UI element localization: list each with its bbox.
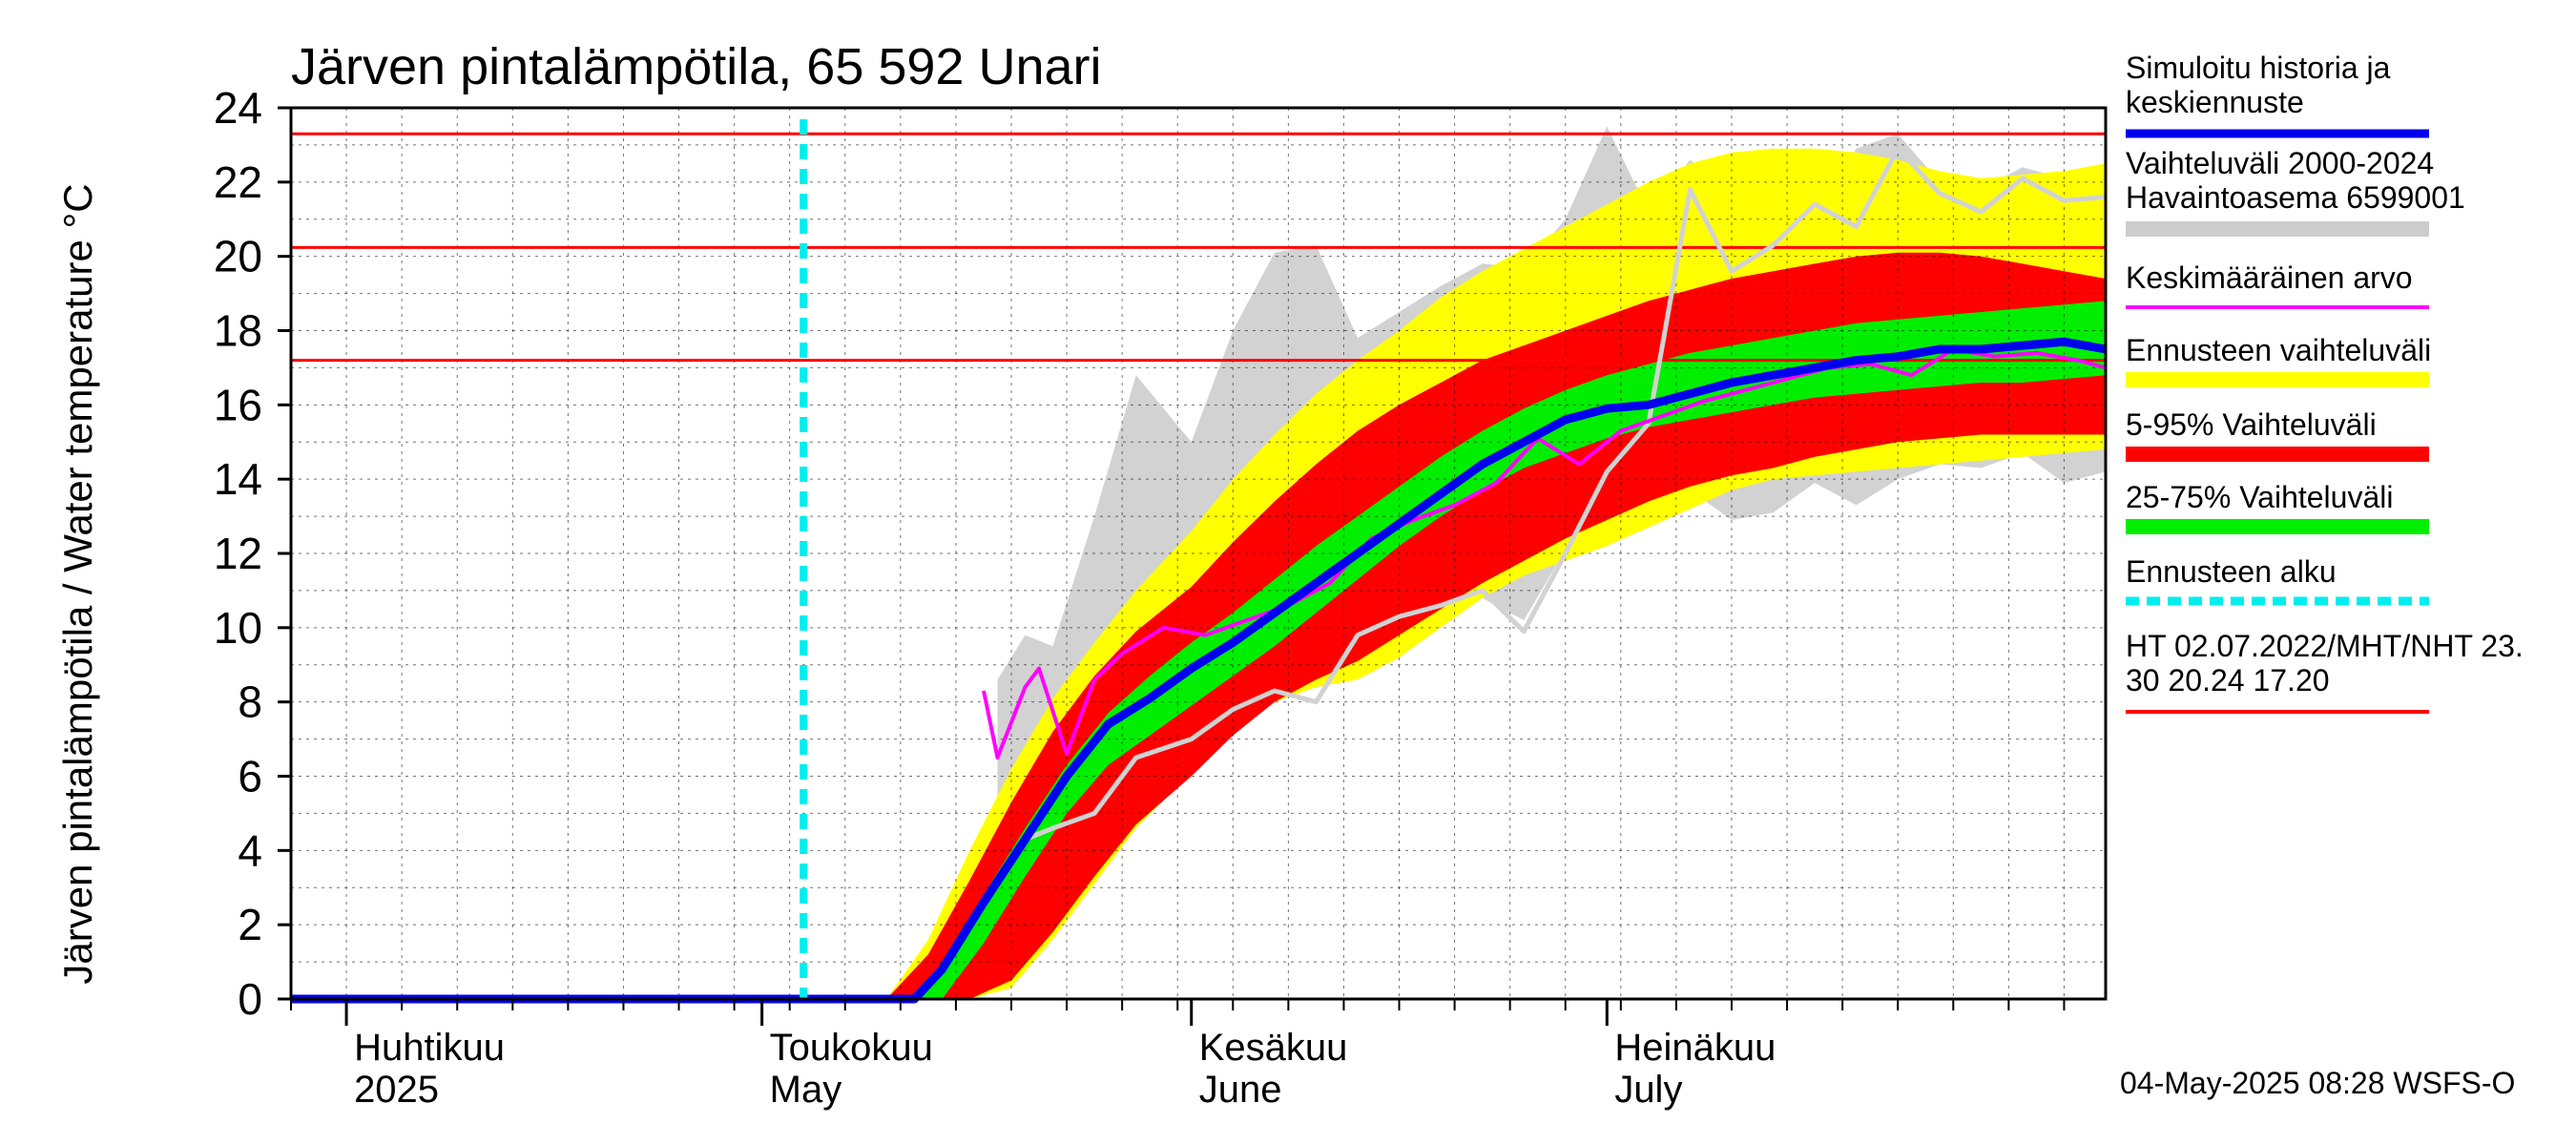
month-label: Huhtikuu xyxy=(354,1027,505,1069)
month-label-sub: July xyxy=(1614,1069,1682,1111)
legend-label: Ennusteen alku xyxy=(2126,554,2337,589)
legend-label: 25-75% Vaihteluväli xyxy=(2126,480,2393,514)
y-tick-label: 24 xyxy=(214,83,262,133)
chart-title: Järven pintalämpötila, 65 592 Unari xyxy=(291,38,1102,95)
month-label: Kesäkuu xyxy=(1199,1027,1348,1069)
observed-profile-line xyxy=(1024,146,2107,843)
y-tick-label: 22 xyxy=(214,157,262,207)
y-tick-label: 12 xyxy=(214,529,262,578)
legend-label-sub: keskiennuste xyxy=(2126,85,2304,119)
y-tick-label: 14 xyxy=(214,454,262,504)
y-tick-label: 18 xyxy=(214,306,262,356)
mean-line xyxy=(982,347,2107,760)
legend-label: Vaihteluväli 2000-2024 xyxy=(2126,146,2434,180)
legend-label: 5-95% Vaihteluväli xyxy=(2126,407,2377,442)
y-tick-label: 16 xyxy=(214,380,262,429)
legend-label: HT 02.07.2022/MHT/NHT 23. xyxy=(2126,629,2524,663)
legend-label-sub: Havaintoasema 6599001 xyxy=(2126,180,2465,215)
legend-label: Ennusteen vaihteluväli xyxy=(2126,333,2431,367)
y-tick-label: 4 xyxy=(238,825,262,875)
legend-label: Keskimääräinen arvo xyxy=(2126,260,2413,295)
y-tick-label: 10 xyxy=(214,603,262,653)
simulated-median-line xyxy=(291,337,2107,1004)
month-label-sub: June xyxy=(1199,1069,1282,1111)
legend-label-sub: 30 20.24 17.20 xyxy=(2126,663,2330,697)
y-tick-label: 6 xyxy=(238,752,262,802)
month-label-sub: 2025 xyxy=(354,1069,439,1111)
month-label: Toukokuu xyxy=(770,1027,933,1069)
y-tick-label: 0 xyxy=(238,974,262,1024)
p25-75-band xyxy=(914,301,2106,999)
legend-label: Simuloitu historia ja xyxy=(2126,51,2391,85)
y-tick-label: 20 xyxy=(214,232,262,281)
p5-95-band xyxy=(886,252,2106,999)
month-label-sub: May xyxy=(770,1069,842,1111)
footer-timestamp: 04-May-2025 08:28 WSFS-O xyxy=(2120,1066,2515,1100)
y-axis-label: Järven pintalämpötila / Water temperatur… xyxy=(55,183,100,984)
month-label: Heinäkuu xyxy=(1614,1027,1776,1069)
y-tick-label: 2 xyxy=(238,900,262,949)
y-tick-label: 8 xyxy=(238,677,262,727)
